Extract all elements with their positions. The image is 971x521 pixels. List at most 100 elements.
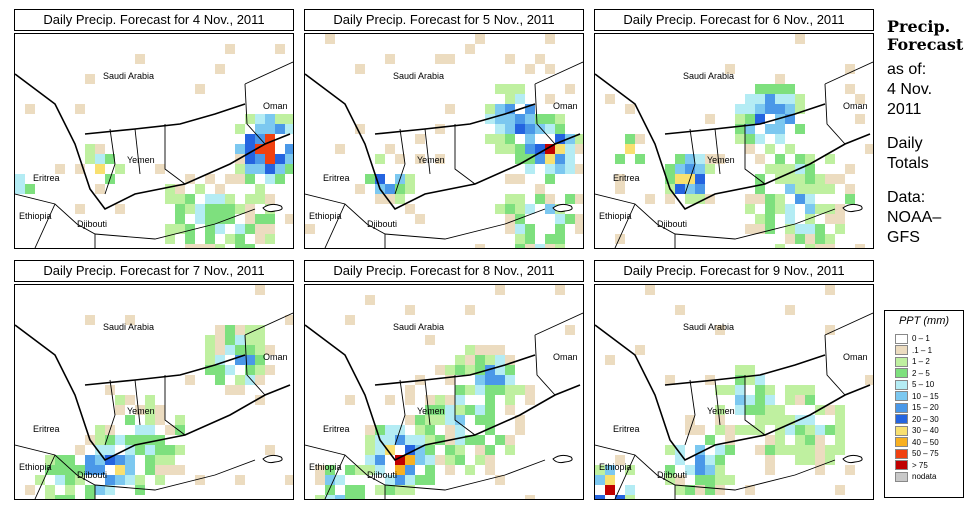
precip-cell	[495, 435, 505, 445]
precip-cell	[835, 415, 845, 425]
precip-cell	[485, 345, 495, 355]
precip-cell	[715, 425, 725, 435]
precip-cell	[665, 174, 675, 184]
precip-cell	[735, 425, 745, 435]
country-label-yemen: Yemen	[417, 155, 445, 165]
precip-cell	[255, 345, 265, 355]
precip-cell	[785, 204, 795, 214]
precip-cell	[65, 465, 75, 475]
precip-cell	[705, 154, 715, 164]
precip-cell	[575, 164, 583, 174]
precip-cell	[245, 365, 255, 375]
precip-cell	[795, 174, 805, 184]
precip-cell	[765, 455, 775, 465]
precip-cell	[465, 44, 475, 54]
precip-cell	[185, 204, 195, 214]
precip-cell	[785, 84, 795, 94]
precip-cell	[115, 465, 125, 475]
precip-cell	[525, 385, 535, 395]
precip-cell	[825, 154, 835, 164]
precip-cell	[225, 174, 235, 184]
precip-cell	[445, 455, 455, 465]
precip-cell	[815, 184, 825, 194]
precip-cell	[235, 355, 245, 365]
precip-cell	[135, 445, 145, 455]
precip-cell	[765, 395, 775, 405]
precip-cell	[465, 345, 475, 355]
precip-cell	[755, 194, 765, 204]
precip-cell	[755, 94, 765, 104]
precip-cell	[835, 224, 845, 234]
legend-swatch	[895, 414, 908, 425]
precip-cell	[475, 435, 485, 445]
precip-cell	[455, 405, 465, 415]
boundary-line	[394, 128, 406, 195]
precip-cell	[565, 164, 575, 174]
precip-cell	[505, 375, 515, 385]
map-canvas: Saudi Arabia Oman Yemen Eritrea Ethiopia Djib…	[15, 44, 293, 248]
socotra-island	[842, 454, 863, 464]
precip-cell	[795, 435, 805, 445]
precip-cell	[165, 194, 175, 204]
precip-cell	[245, 345, 255, 355]
precip-cell	[765, 405, 775, 415]
precip-cell	[735, 385, 745, 395]
boundary-line	[244, 61, 293, 85]
precip-cell	[365, 295, 375, 305]
precip-cell	[375, 194, 385, 204]
boundary-line	[454, 124, 476, 185]
precip-cell	[555, 224, 565, 234]
precip-cell	[485, 425, 495, 435]
precip-cell	[475, 244, 485, 248]
precip-cell	[745, 124, 755, 134]
country-label-djibouti: Djibouti	[657, 470, 687, 480]
legend-item: 10 – 15	[895, 391, 963, 403]
precip-cell	[825, 174, 835, 184]
precip-cell	[565, 154, 575, 164]
precip-cell	[235, 174, 245, 184]
precip-cell	[535, 184, 545, 194]
precip-cell	[505, 224, 515, 234]
forecast-panel-nov-9: Daily Precip. Forecast for 9 Nov., 2011 …	[594, 260, 874, 500]
precip-cell	[755, 415, 765, 425]
precip-cell	[45, 455, 55, 465]
precip-cell	[745, 194, 755, 204]
precip-cell	[765, 94, 775, 104]
precip-cell	[385, 435, 395, 445]
precip-cell	[215, 204, 225, 214]
precip-cell	[245, 114, 255, 124]
precip-cell	[415, 415, 425, 425]
precip-cell	[615, 154, 625, 164]
precip-cell	[385, 144, 395, 154]
precip-cell	[465, 405, 475, 415]
precip-cell	[365, 174, 375, 184]
precip-cell	[235, 204, 245, 214]
precip-cell	[845, 64, 855, 74]
boundary-line	[374, 354, 536, 386]
precip-cell	[665, 465, 675, 475]
precip-cell	[255, 144, 265, 154]
precip-cell	[495, 134, 505, 144]
precip-cell	[405, 485, 415, 495]
precip-cell	[615, 455, 625, 465]
precip-cell	[315, 465, 325, 475]
precip-cell	[575, 194, 583, 204]
precip-cell	[565, 84, 575, 94]
precip-cell	[345, 485, 355, 495]
precip-cell	[195, 184, 205, 194]
precip-cell	[795, 124, 805, 134]
precip-cell	[805, 455, 815, 465]
country-label-somalia: Somalia	[731, 247, 764, 248]
precip-cell	[515, 425, 525, 435]
precip-cell	[705, 475, 715, 485]
precip-cell	[495, 385, 505, 395]
precip-cell	[735, 405, 745, 415]
precip-cell	[835, 214, 845, 224]
precip-cell	[545, 234, 555, 244]
precip-cell	[75, 475, 85, 485]
precip-cell	[425, 455, 435, 465]
precip-cell	[785, 385, 795, 395]
boundary-line	[84, 103, 246, 135]
precip-cell	[775, 74, 785, 84]
precip-cell	[245, 204, 255, 214]
